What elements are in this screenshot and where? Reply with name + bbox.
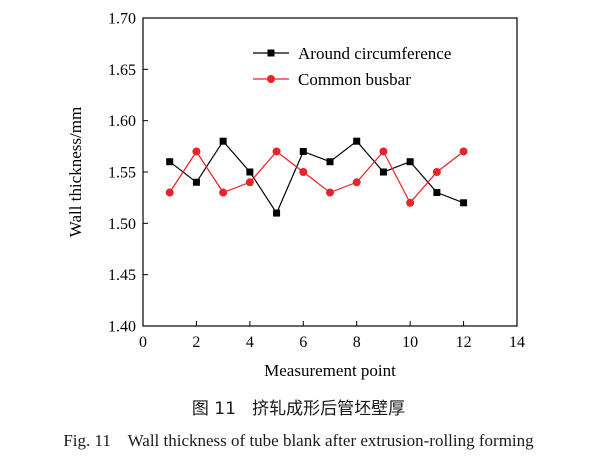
data-point	[379, 147, 388, 156]
y-tick-label: 1.70	[108, 11, 136, 28]
data-point	[406, 198, 415, 207]
data-point	[379, 168, 387, 176]
data-point	[299, 147, 307, 155]
legend-item: Common busbar	[253, 70, 411, 89]
data-point	[219, 137, 227, 145]
x-tick-label: 4	[246, 334, 254, 351]
data-point	[299, 168, 308, 176]
y-tick-label: 1.55	[108, 165, 136, 182]
series-line	[169, 140, 464, 215]
data-point	[432, 168, 441, 176]
x-tick-label: 14	[509, 334, 525, 351]
data-point	[166, 158, 174, 166]
x-tick-label: 6	[299, 334, 307, 351]
y-tick-label: 1.45	[108, 267, 136, 284]
data-point	[353, 137, 361, 145]
x-tick-label: 10	[402, 334, 418, 351]
plot-frame	[142, 17, 518, 327]
x-tick-label: 8	[353, 334, 361, 351]
data-point	[219, 188, 228, 197]
y-tick-label: 1.40	[108, 319, 136, 336]
data-point	[326, 158, 334, 166]
x-axis-label: Measurement point	[264, 361, 396, 380]
data-point	[433, 189, 441, 197]
y-axis-label: Wall thickness/mm	[66, 107, 85, 237]
series-layer	[165, 137, 468, 217]
x-tick-label: 2	[192, 334, 200, 351]
x-ticks: 0 2 4 6 8 10 12 14	[139, 321, 525, 351]
data-point	[352, 178, 361, 187]
data-point	[267, 75, 275, 83]
figure-caption-en: Fig. 11 Wall thickness of tube blank aft…	[63, 431, 534, 450]
legend-item: Around circumference	[253, 44, 451, 63]
x-tick-label: 12	[456, 334, 472, 351]
data-point	[245, 178, 254, 187]
series-line	[169, 150, 464, 204]
data-point	[326, 188, 334, 197]
data-point	[459, 147, 468, 156]
series	[165, 147, 468, 207]
legend-label: Around circumference	[298, 44, 451, 63]
data-point	[165, 188, 174, 197]
y-tick-label: 1.50	[108, 216, 136, 233]
chart: 0 2 4 6 8 10 12 14 1.40 1.45 1.50 1.55 1.60 1.65 1.70…	[66, 11, 525, 381]
y-tick-label: 1.65	[108, 62, 136, 79]
legend: Around circumference Common busbar	[253, 44, 451, 89]
data-point	[246, 168, 254, 176]
data-point	[192, 147, 201, 156]
y-ticks: 1.40 1.45 1.50 1.55 1.60 1.65 1.70	[108, 11, 148, 336]
figure-caption-cn: 图 11 挤轧成形后管坯壁厚	[191, 399, 406, 419]
y-tick-label: 1.60	[108, 113, 136, 130]
data-point	[192, 178, 200, 186]
data-point	[273, 209, 281, 217]
x-tick-label: 0	[139, 334, 147, 351]
data-point	[272, 147, 281, 156]
data-point	[267, 49, 275, 57]
data-point	[406, 158, 414, 166]
data-point	[460, 199, 468, 207]
legend-label: Common busbar	[298, 70, 411, 89]
series	[166, 137, 468, 217]
